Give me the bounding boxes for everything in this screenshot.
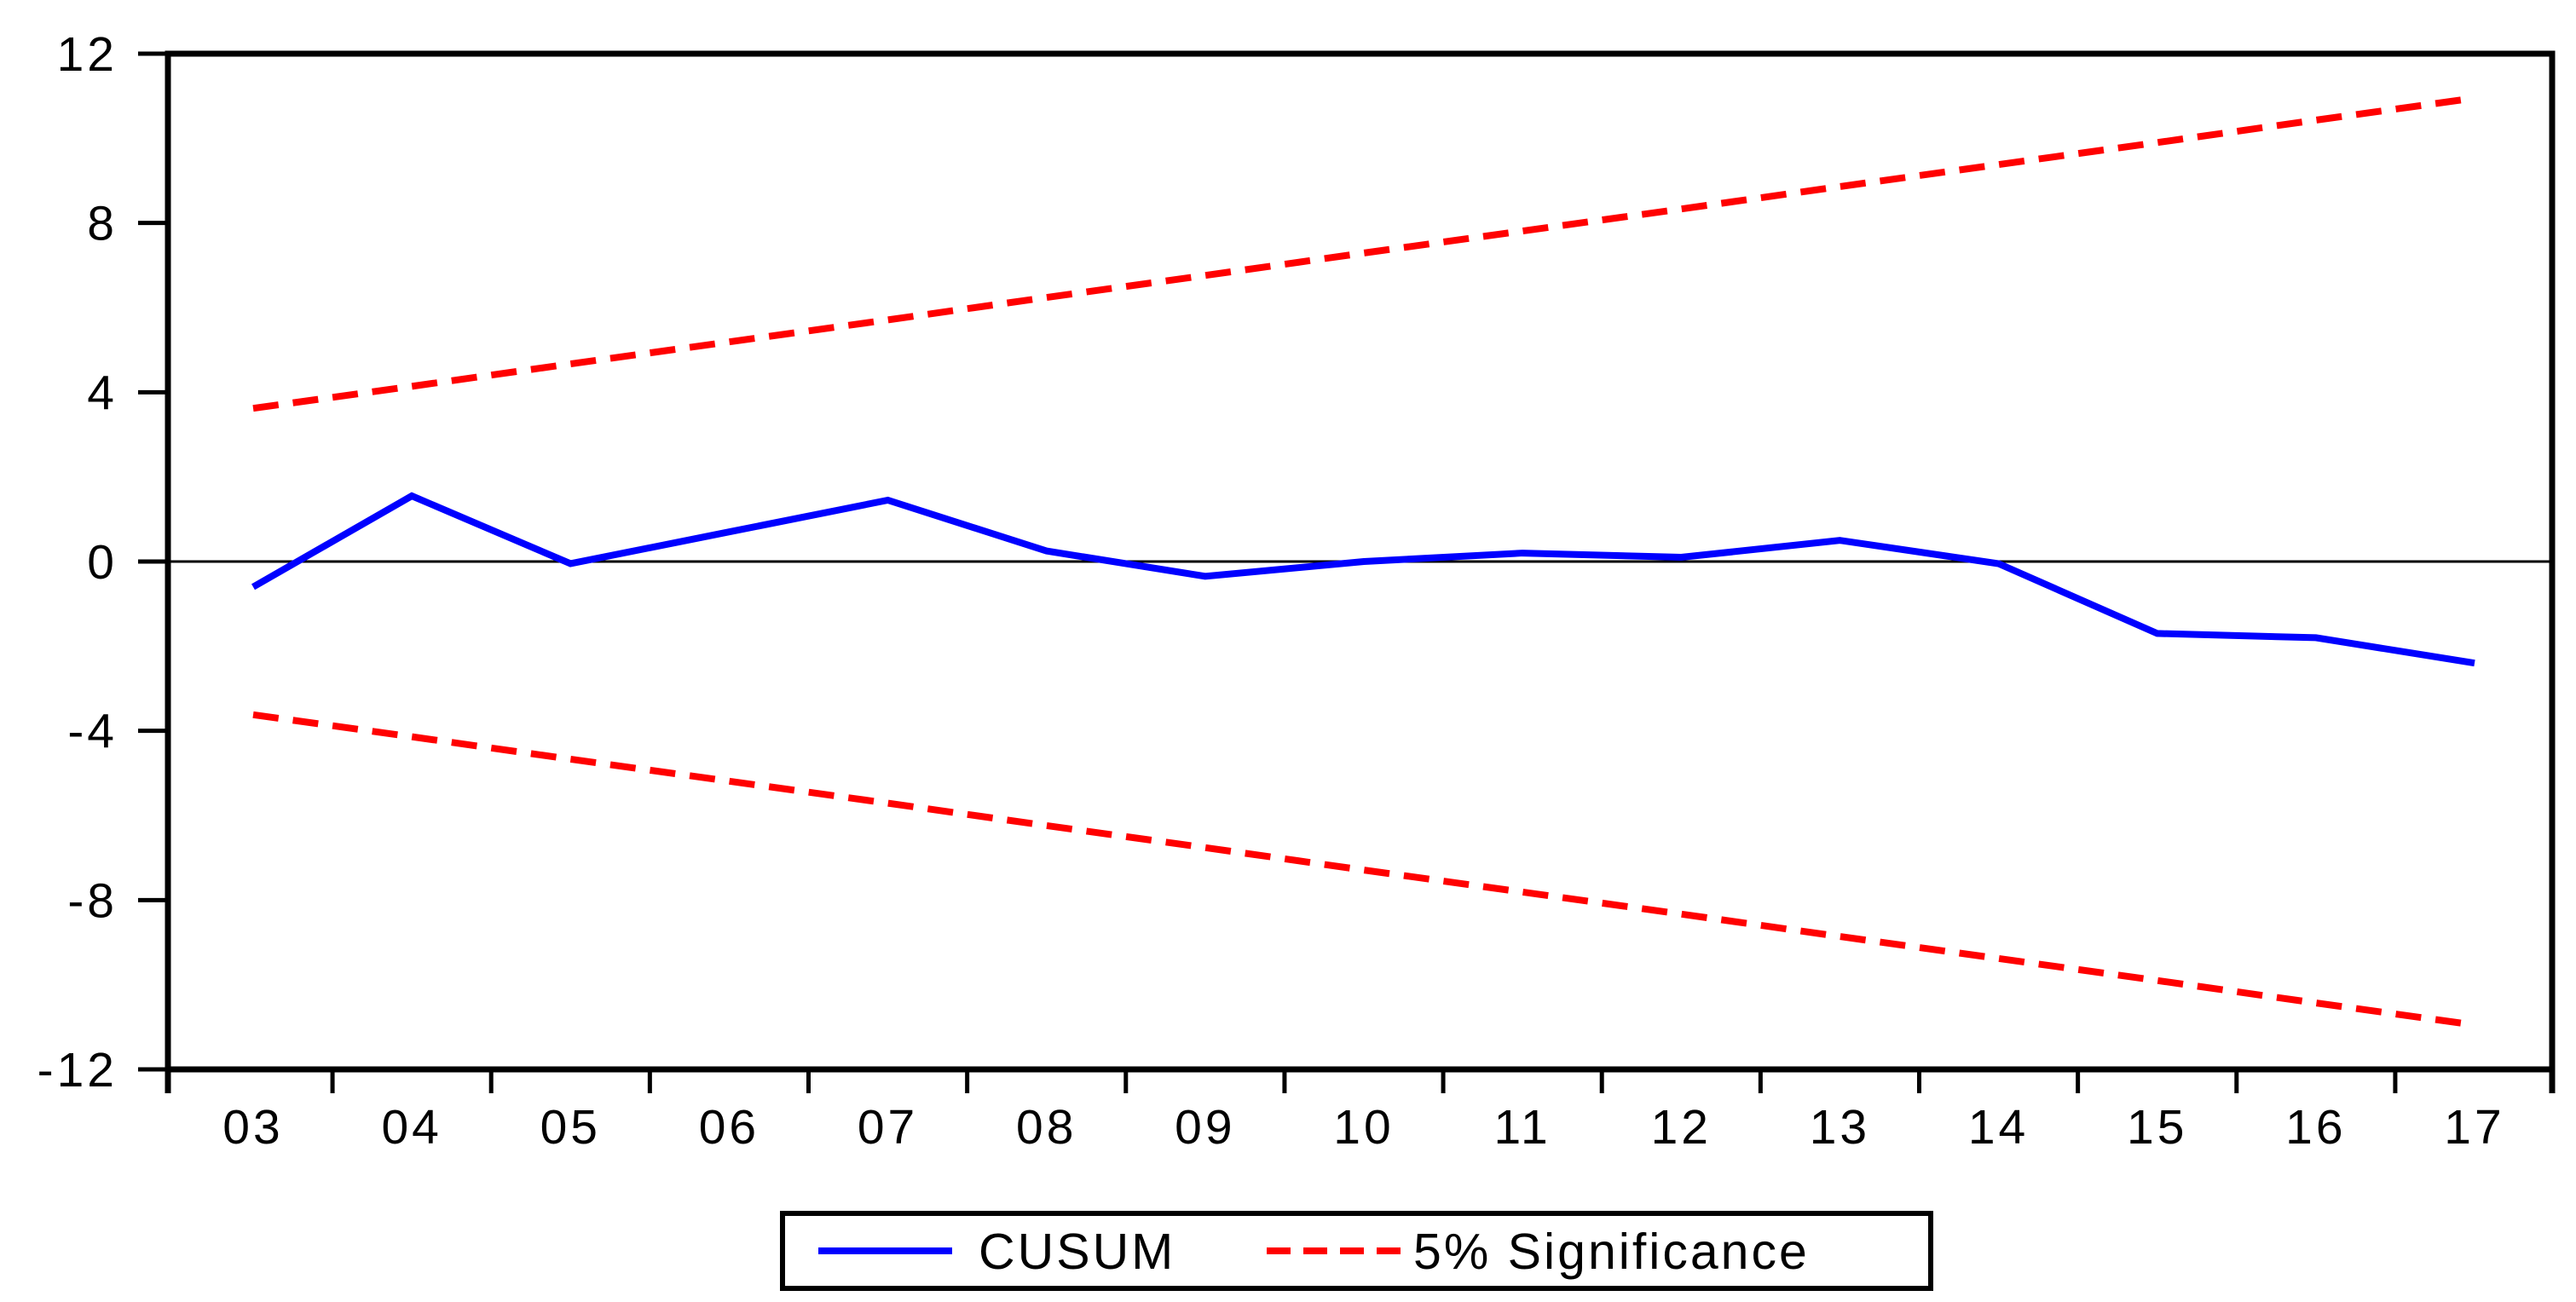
x-tick-label: 17	[2444, 1100, 2504, 1155]
significance-upper-line	[252, 95, 2475, 412]
y-tick-label: 4	[87, 366, 118, 420]
x-tick-label: 04	[381, 1100, 442, 1155]
y-tick-label: -8	[67, 873, 118, 928]
y-axis: 12 8 4 0 -4 -8 -12	[38, 27, 168, 1097]
significance-lower-line	[252, 711, 2475, 1028]
x-tick-label: 16	[2285, 1100, 2346, 1155]
x-tick-label: 14	[1968, 1100, 2029, 1155]
x-tick-label: 15	[2127, 1100, 2187, 1155]
legend: CUSUM 5% Significance	[780, 1211, 1933, 1291]
y-tick-label: -4	[67, 705, 118, 759]
y-tick-label: -12	[38, 1043, 118, 1097]
x-tick-label: 07	[858, 1100, 918, 1155]
y-tick-label: 12	[57, 27, 118, 82]
x-tick-label: 06	[699, 1100, 760, 1155]
x-tick-label: 09	[1175, 1100, 1235, 1155]
x-tick-label: 10	[1333, 1100, 1394, 1155]
cusum-line	[251, 492, 2475, 667]
legend-significance-label: 5% Significance	[1413, 1224, 1810, 1280]
x-tick-label: 08	[1016, 1100, 1077, 1155]
x-axis: 03 04 05 06 07 08 09 10 11 12 13 14 15 16 17	[165, 1069, 2556, 1155]
x-tick-label: 11	[1494, 1100, 1551, 1155]
y-tick-label: 0	[87, 535, 118, 590]
x-tick-label: 05	[540, 1100, 601, 1155]
x-tick-label: 03	[222, 1100, 283, 1155]
y-tick-label: 8	[87, 197, 118, 251]
x-tick-label: 13	[1810, 1100, 1870, 1155]
x-tick-label: 12	[1651, 1100, 1712, 1155]
legend-cusum-label: CUSUM	[979, 1224, 1175, 1280]
